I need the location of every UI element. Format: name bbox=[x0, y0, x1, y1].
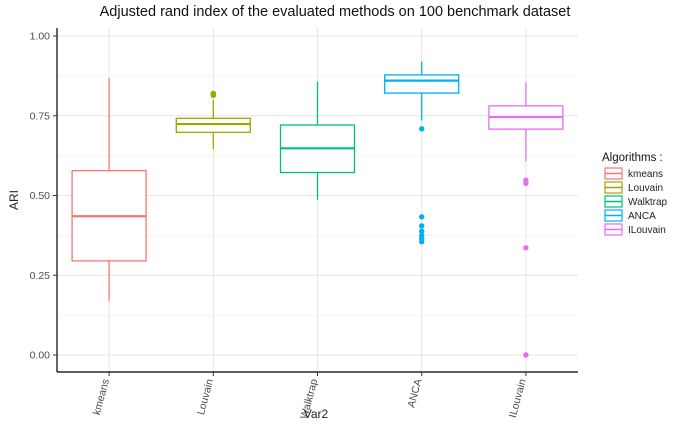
x-tick-label: ILouvain bbox=[507, 378, 529, 420]
legend-item-louvain: Louvain bbox=[604, 181, 663, 194]
legend-label: ANCA bbox=[628, 211, 656, 222]
plot-area bbox=[71, 61, 564, 358]
outlier-point bbox=[419, 239, 425, 245]
legend-label: Walktrap bbox=[628, 197, 668, 208]
outlier-point bbox=[419, 223, 425, 229]
outlier-point bbox=[523, 180, 529, 187]
y-tick-label: 1.00 bbox=[30, 31, 51, 43]
legend-label: kmeans bbox=[628, 169, 663, 180]
boxplot-walktrap bbox=[279, 81, 356, 200]
legend-item-walktrap: Walktrap bbox=[604, 195, 668, 208]
box-iqr bbox=[384, 74, 460, 94]
boxplot-louvain bbox=[175, 90, 251, 150]
legend: Algorithms : kmeans Louvain Walktrap ANCA IL… bbox=[602, 152, 668, 236]
outlier-point bbox=[419, 228, 425, 234]
outlier-point bbox=[523, 245, 529, 251]
y-axis-title: ARI bbox=[7, 190, 21, 210]
outlier-point bbox=[523, 352, 529, 358]
x-tick-label: kmeans bbox=[91, 378, 112, 417]
legend-label: ILouvain bbox=[628, 225, 666, 236]
x-tick-label: ANCA bbox=[405, 378, 424, 409]
legend-item-ilouvain: ILouvain bbox=[604, 223, 666, 236]
boxplot-ilouvain bbox=[488, 82, 564, 358]
legend-item-anca: ANCA bbox=[604, 209, 656, 222]
y-tick-label: 0.50 bbox=[30, 190, 51, 202]
box-iqr bbox=[175, 117, 251, 133]
outlier-point bbox=[210, 90, 216, 97]
legend-title: Algorithms : bbox=[602, 152, 663, 164]
y-tick-label: 0.25 bbox=[30, 270, 51, 282]
outlier-point bbox=[419, 126, 425, 132]
boxplot-anca bbox=[384, 61, 460, 245]
outlier-point bbox=[419, 214, 425, 220]
boxplot-kmeans bbox=[71, 78, 147, 301]
chart-title: Adjusted rand index of the evaluated met… bbox=[100, 4, 571, 20]
y-tick-label: 0.75 bbox=[30, 110, 51, 122]
x-tick-label: Louvain bbox=[195, 378, 216, 417]
legend-item-kmeans: kmeans bbox=[604, 167, 663, 180]
y-tick-label: 0.00 bbox=[30, 350, 51, 362]
legend-label: Louvain bbox=[628, 183, 663, 194]
x-axis-title: Var2 bbox=[304, 407, 329, 421]
